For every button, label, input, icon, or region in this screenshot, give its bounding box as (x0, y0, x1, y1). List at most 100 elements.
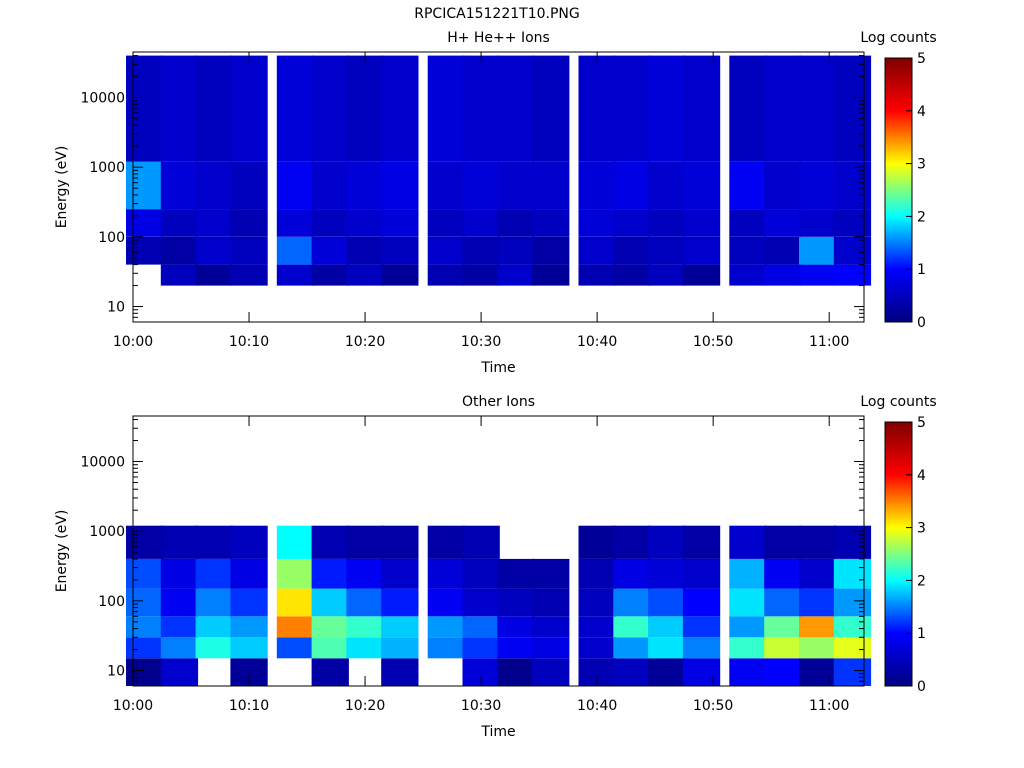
heatmap-cell (729, 588, 767, 617)
heatmap-cell (613, 264, 651, 286)
heatmap-cell (764, 55, 802, 162)
heatmap-cell (729, 209, 767, 237)
colorbar-label: Log counts (860, 394, 936, 410)
heatmap-cell (160, 525, 199, 559)
heatmap-cell (311, 658, 349, 686)
heatmap-cell (799, 558, 837, 589)
x-tick-label: 10:10 (229, 334, 269, 350)
heatmap-cell (648, 588, 686, 617)
heatmap-cell (126, 637, 164, 659)
heatmap-cell (532, 161, 570, 210)
heatmap-cell (729, 264, 767, 286)
heatmap-cell (195, 558, 233, 589)
y-tick-label: 10000 (80, 91, 125, 107)
heatmap-cell (276, 209, 315, 237)
heatmap-cell (346, 236, 384, 265)
colorbar-tick-label: 5 (917, 51, 926, 67)
heatmap-cell (126, 658, 164, 686)
colorbar-tick-label: 1 (917, 262, 926, 278)
heatmap-cell (126, 616, 164, 638)
x-tick-label: 10:20 (345, 698, 385, 714)
heatmap-cell (311, 161, 349, 210)
y-tick-label: 10 (107, 300, 125, 316)
heatmap-cell (578, 209, 616, 237)
heatmap-cell (381, 55, 419, 162)
heatmap-cell (532, 236, 570, 265)
heatmap-cell (381, 588, 419, 617)
heatmap-cell (230, 558, 268, 589)
heatmap-cell (381, 236, 419, 265)
heatmap-cell (195, 55, 233, 162)
heatmap-cell (613, 588, 651, 617)
heatmap-cell (764, 658, 802, 686)
heatmap-cell (427, 264, 465, 286)
heatmap-cell (729, 236, 767, 265)
heatmap-cell (230, 637, 268, 659)
heatmap-cell (729, 161, 767, 210)
heatmap-cell (648, 658, 686, 686)
heatmap-cell (613, 637, 651, 659)
heatmap-cell (311, 637, 349, 659)
heatmap-cell (578, 558, 616, 589)
heatmap-cell (833, 616, 872, 638)
heatmap-cell (195, 209, 233, 237)
heatmap-cell (497, 209, 535, 237)
heatmap-cell (648, 236, 686, 265)
heatmap-cell (276, 264, 315, 286)
heatmap-cell (682, 637, 721, 659)
heatmap-cell (381, 209, 419, 237)
heatmap-cell (532, 558, 570, 589)
heatmap-cell (799, 637, 837, 659)
heatmap-cell (833, 161, 872, 210)
heatmap-cell (648, 637, 686, 659)
heatmap-cell (381, 637, 419, 659)
heatmap-cell (346, 264, 384, 286)
heatmap-cell (578, 264, 616, 286)
heatmap-cell (427, 616, 465, 638)
heatmap-cell (346, 55, 384, 162)
heatmap-cell (578, 637, 616, 659)
heatmap-cell (497, 161, 535, 210)
colorbar-tick-label: 4 (917, 104, 926, 120)
heatmap-cell (833, 525, 872, 559)
y-tick-label: 1000 (89, 160, 125, 176)
heatmap-cell (126, 236, 164, 265)
colorbar-tick-label: 1 (917, 626, 926, 642)
heatmap-cell (160, 209, 199, 237)
heatmap-cell (195, 161, 233, 210)
heatmap-cell (799, 525, 837, 559)
heatmap-cell (230, 236, 268, 265)
x-axis-label: Time (480, 724, 515, 740)
heatmap-cell (682, 55, 721, 162)
x-tick-label: 10:10 (229, 698, 269, 714)
heatmap-cell (497, 55, 535, 162)
heatmap-cell (311, 616, 349, 638)
heatmap-cell (833, 209, 872, 237)
heatmap-cell (427, 558, 465, 589)
heatmap-cell (613, 161, 651, 210)
heatmap-cell (195, 637, 233, 659)
colorbar-tick-label: 4 (917, 468, 926, 484)
heatmap-cell (346, 161, 384, 210)
heatmap-cell (532, 264, 570, 286)
heatmap-cell (276, 637, 315, 659)
x-tick-label: 10:20 (345, 334, 385, 350)
heatmap-cell (311, 55, 349, 162)
heatmap-cell (276, 55, 315, 162)
heatmap-cell (833, 264, 872, 286)
heatmap-cell (613, 525, 651, 559)
heatmap-cell (126, 588, 164, 617)
heatmap-cell (381, 558, 419, 589)
heatmap-cell (462, 637, 500, 659)
heatmap-cell (532, 637, 570, 659)
heatmap-cell (195, 588, 233, 617)
colorbar-tick-label: 0 (917, 679, 926, 695)
x-axis-label: Time (480, 360, 515, 376)
heatmap-cell (427, 55, 465, 162)
heatmap-cell (311, 236, 349, 265)
heatmap-cell (764, 161, 802, 210)
figure-title: RPCICA151221T10.PNG (414, 6, 579, 22)
x-tick-label: 10:50 (693, 698, 733, 714)
heatmap-cell (346, 558, 384, 589)
heatmap-cell (276, 236, 315, 265)
